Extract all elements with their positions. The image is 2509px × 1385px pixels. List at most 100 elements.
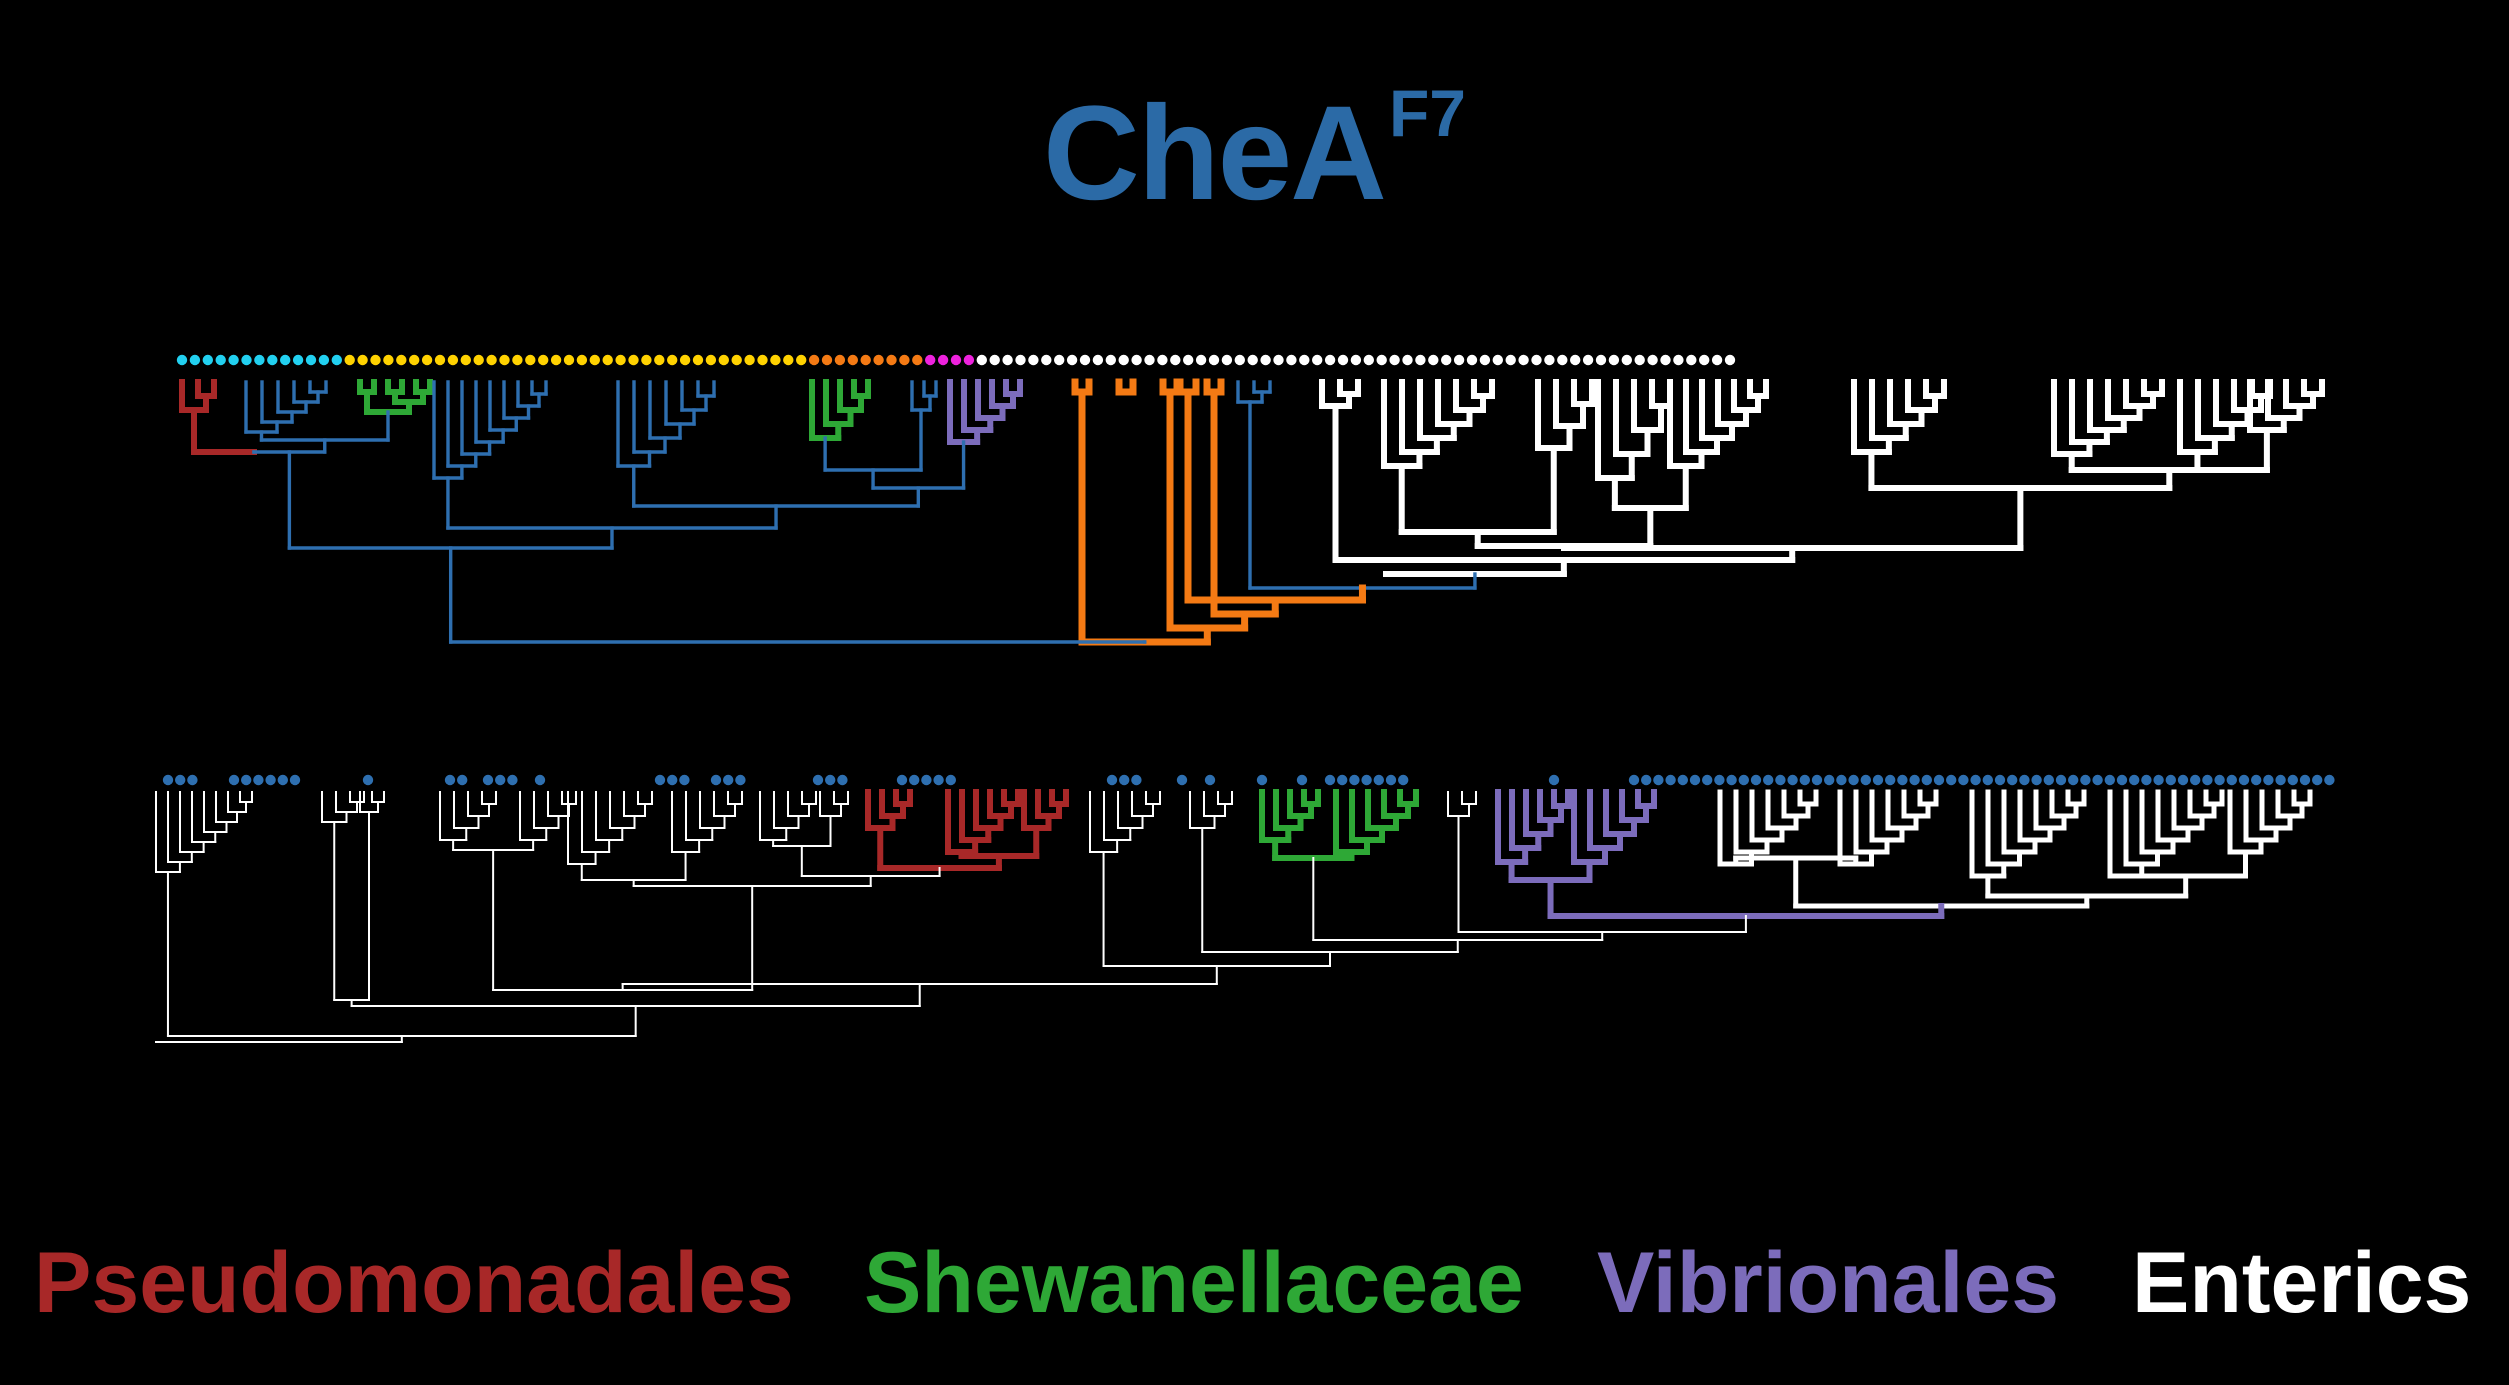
tip-marker (1921, 774, 1933, 786)
tip-marker (1677, 774, 1689, 786)
tip-marker (1428, 354, 1439, 366)
tip-marker (512, 354, 523, 366)
tip-marker (2287, 774, 2298, 786)
tip-marker (254, 354, 265, 366)
tip-marker (215, 354, 226, 366)
tip-marker (344, 354, 355, 366)
tip-marker (534, 774, 546, 786)
tip-marker (1118, 354, 1129, 366)
tip-marker (1492, 354, 1504, 366)
tip-marker (2177, 774, 2189, 786)
tip-marker (1763, 774, 1774, 786)
tip-marker (1398, 774, 1409, 786)
tip-marker (808, 354, 820, 366)
tip-marker (507, 774, 518, 786)
tip-marker (899, 354, 910, 366)
tip-marker (847, 354, 858, 366)
tip-marker (1176, 774, 1188, 786)
tip-marker (434, 354, 446, 366)
tip-marker (228, 354, 239, 366)
tip-marker (963, 354, 975, 366)
tip-marker (1256, 774, 1268, 786)
tip-marker (1260, 354, 1271, 366)
tip-marker (357, 354, 368, 366)
tip-marker (1544, 354, 1555, 366)
tip-marker (1373, 774, 1385, 786)
tip-marker (2190, 774, 2201, 786)
tip-marker (1505, 354, 1516, 366)
lower-tree (155, 774, 2335, 1043)
tip-marker (1286, 354, 1297, 366)
tip-marker (909, 774, 920, 786)
tip-marker (731, 354, 742, 366)
tip-marker (1002, 354, 1013, 366)
tip-marker (1628, 774, 1640, 786)
tip-marker (486, 354, 497, 366)
tip-marker (383, 354, 394, 366)
tip-marker (2019, 774, 2030, 786)
tip-marker (912, 354, 923, 366)
tip-marker (362, 774, 374, 786)
tip-marker (1296, 774, 1308, 786)
tip-marker (1811, 774, 1823, 786)
tip-marker (1970, 774, 1981, 786)
tip-marker (873, 354, 884, 366)
tip-marker (812, 774, 824, 786)
tip-marker (2275, 774, 2286, 786)
tip-marker (976, 354, 987, 366)
legend: Pseudomonadales Shewanellaceae Vibrional… (0, 1240, 2509, 1350)
tip-marker (1324, 354, 1336, 366)
tip-marker (821, 354, 833, 366)
tip-marker (2092, 774, 2103, 786)
tip-marker (457, 774, 468, 786)
tip-marker (1324, 774, 1336, 786)
tip-marker (563, 354, 575, 366)
tip-marker (1337, 354, 1349, 366)
tip-marker (1208, 354, 1220, 366)
tip-marker (1647, 354, 1658, 366)
tip-marker (1641, 774, 1652, 786)
tip-marker (1799, 774, 1811, 786)
tip-marker (744, 354, 755, 366)
tip-marker (1994, 774, 2006, 786)
tip-marker (280, 354, 291, 366)
tip-marker (187, 774, 198, 786)
tip-marker (1909, 774, 1920, 786)
tip-marker (710, 774, 722, 786)
tip-marker (1582, 354, 1594, 366)
tip-marker (499, 354, 510, 366)
tip-marker (277, 774, 288, 786)
tip-marker (1673, 354, 1684, 366)
tip-marker (1028, 354, 1039, 366)
tip-marker (1608, 354, 1620, 366)
tip-marker (1273, 354, 1284, 366)
tip-marker (1711, 354, 1723, 366)
tip-marker (482, 774, 494, 786)
legend-shewanellaceae: Shewanellaceae (864, 1235, 1524, 1331)
tip-marker (1183, 354, 1194, 366)
tip-marker (318, 354, 330, 366)
tip-marker (1092, 354, 1104, 366)
tip-marker (1531, 354, 1542, 366)
tip-marker (860, 354, 871, 366)
tip-marker (2116, 774, 2128, 786)
tip-marker (538, 354, 549, 366)
tip-marker (1299, 354, 1310, 366)
tip-marker (1106, 774, 1118, 786)
tip-marker (1105, 354, 1117, 366)
tip-marker (2080, 774, 2091, 786)
tip-marker (1247, 354, 1258, 366)
tip-marker (679, 354, 691, 366)
page-title: CheAF7 (1043, 79, 1466, 228)
tip-marker (783, 354, 794, 366)
upper-tree (176, 354, 2325, 646)
tip-marker (950, 354, 962, 366)
tip-marker (1848, 774, 1859, 786)
tip-marker (1361, 774, 1372, 786)
tip-marker (2263, 774, 2274, 786)
tip-marker (253, 774, 264, 786)
tip-marker (628, 354, 639, 366)
tip-marker (1157, 354, 1168, 366)
tip-marker (550, 354, 562, 366)
tip-marker (1312, 354, 1323, 366)
